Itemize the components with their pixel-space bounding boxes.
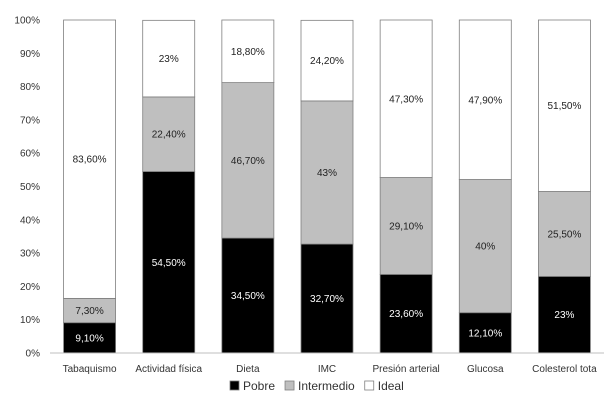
x-category-label: Glucosa xyxy=(467,364,504,375)
legend: Pobre Intermedio Ideal xyxy=(229,379,404,393)
legend-label-ideal: Ideal xyxy=(378,379,404,393)
data-label-pobre-imc: 32,70% xyxy=(310,294,344,305)
legend-swatch-intermedio xyxy=(284,380,295,391)
bar-segment-pobre-actividad-fisica xyxy=(142,171,196,354)
data-label-pobre-tabaquismo: 9,10% xyxy=(75,333,103,344)
bar-segment-ideal-actividad-fisica xyxy=(142,19,196,98)
bar-segment-ideal-glucosa xyxy=(458,19,512,180)
y-axis: 0% 10% 20% 30% 40% 50% 60% 70% 80% 90% 100% xyxy=(14,16,40,360)
x-axis: Tabaquismo Actividad física Dieta IMC Presió… xyxy=(50,352,604,375)
bar-segment-pobre-imc xyxy=(300,243,354,354)
y-tick-label: 60% xyxy=(20,149,40,160)
y-tick-label: 90% xyxy=(20,49,40,60)
data-label-ideal-dieta: 18,80% xyxy=(231,47,265,58)
bar-segment-intermedio-colesterol-total xyxy=(538,191,591,277)
data-label-ideal-imc: 24,20% xyxy=(310,56,344,67)
data-label-intermedio-imc: 43% xyxy=(317,168,337,179)
bar-segment-pobre-presion-arterial xyxy=(379,274,433,354)
bar-segment-intermedio-glucosa xyxy=(458,179,512,314)
x-category-label: Colesterol tota xyxy=(532,364,597,375)
bar-segment-pobre-colesterol-total xyxy=(538,276,591,354)
data-label-ideal-colesterol-total: 51,50% xyxy=(547,101,581,112)
legend-swatch-ideal xyxy=(364,380,375,391)
data-label-pobre-presion-arterial: 23,60% xyxy=(389,309,423,320)
bar-segment-ideal-presion-arterial xyxy=(379,19,433,178)
data-label-ideal-actividad-fisica: 23% xyxy=(159,54,179,65)
y-tick-label: 80% xyxy=(20,82,40,93)
data-label-pobre-actividad-fisica: 54,50% xyxy=(152,258,186,269)
bar-segment-intermedio-dieta xyxy=(221,82,275,239)
data-label-intermedio-actividad-fisica: 22,40% xyxy=(152,130,186,141)
x-category-label: Presión arterial xyxy=(373,364,440,375)
bar-segment-intermedio-actividad-fisica xyxy=(142,96,196,172)
legend-label-intermedio: Intermedio xyxy=(298,379,355,393)
data-label-pobre-colesterol-total: 23% xyxy=(554,310,574,321)
bar-segment-intermedio-imc xyxy=(300,100,354,245)
bar-segment-intermedio-tabaquismo xyxy=(63,297,116,324)
y-tick-label: 30% xyxy=(20,249,40,260)
y-tick-label: 10% xyxy=(20,315,40,326)
data-label-ideal-presion-arterial: 47,30% xyxy=(389,94,423,105)
bar-segment-ideal-imc xyxy=(300,19,354,102)
y-tick-label: 100% xyxy=(14,16,40,27)
data-label-intermedio-presion-arterial: 29,10% xyxy=(389,221,423,232)
y-tick-label: 0% xyxy=(26,349,41,360)
data-label-pobre-dieta: 34,50% xyxy=(231,291,265,302)
x-category-label: Actividad física xyxy=(135,364,202,375)
legend-swatch-pobre xyxy=(229,380,240,391)
data-label-ideal-glucosa: 47,90% xyxy=(468,95,502,106)
bar-segment-pobre-glucosa xyxy=(458,312,512,354)
y-tick-label: 40% xyxy=(20,215,40,226)
legend-label-pobre: Pobre xyxy=(243,379,275,393)
data-label-intermedio-glucosa: 40% xyxy=(475,242,495,253)
data-label-intermedio-colesterol-total: 25,50% xyxy=(547,229,581,240)
bars-group: 9,10% 7,30% 83,60% 54,50% 22,40% 23% 34,50% 46,… xyxy=(63,19,591,354)
x-category-label: Tabaquismo xyxy=(63,364,117,375)
bar-segment-ideal-tabaquismo xyxy=(63,19,116,299)
y-tick-label: 70% xyxy=(20,115,40,126)
x-category-label: IMC xyxy=(318,364,336,375)
bar-segment-pobre-tabaquismo xyxy=(63,322,116,354)
y-tick-label: 20% xyxy=(20,282,40,293)
data-label-intermedio-dieta: 46,70% xyxy=(231,156,265,167)
x-category-label: Dieta xyxy=(236,364,260,375)
data-label-intermedio-tabaquismo: 7,30% xyxy=(75,306,103,317)
data-label-ideal-tabaquismo: 83,60% xyxy=(73,155,107,166)
bar-segment-ideal-dieta xyxy=(221,19,275,84)
y-tick-label: 50% xyxy=(20,182,40,193)
data-label-pobre-glucosa: 12,10% xyxy=(468,328,502,339)
bar-segment-ideal-colesterol-total xyxy=(538,19,591,192)
